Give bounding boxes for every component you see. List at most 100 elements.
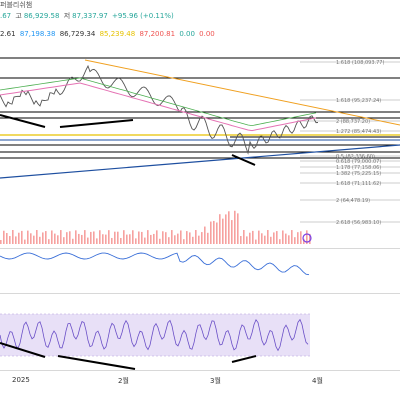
- volume-bar: [3, 230, 5, 244]
- volume-bar: [57, 235, 59, 244]
- volume-bar: [42, 232, 44, 244]
- ma-value-3: 86,729.34: [59, 30, 96, 38]
- volume-bar: [309, 233, 311, 244]
- fib-level-label: 1.618 (108,093.77): [336, 60, 384, 66]
- volume-bar: [15, 236, 17, 244]
- volume-bar: [60, 230, 62, 244]
- volume-bar: [171, 230, 173, 244]
- rsi-band: [0, 314, 310, 356]
- rsi-divergence-line: [0, 342, 46, 358]
- volume-bar: [105, 234, 107, 244]
- volume-bar: [261, 233, 263, 244]
- volume-bar: [33, 235, 35, 244]
- volume-bar: [201, 232, 203, 244]
- moving-average-pink: [0, 82, 317, 132]
- moving-average-green: [0, 77, 317, 127]
- volume-bar: [249, 232, 251, 244]
- fib-level-label: 1.618 (95,237.24): [336, 98, 381, 104]
- volume-bar: [195, 230, 197, 244]
- volume-bar: [111, 237, 113, 244]
- volume-bar: [177, 233, 179, 244]
- divergence-line: [0, 114, 46, 128]
- volume-bar: [288, 235, 290, 244]
- volume-bar: [237, 213, 239, 244]
- ma-value-2: 87,198.38: [19, 30, 56, 38]
- divergence-line: [231, 154, 256, 166]
- volume-bar: [99, 230, 101, 244]
- fib-level-label: 1.178 (77,158.06): [336, 165, 381, 171]
- volume-bar: [192, 236, 194, 244]
- volume-bar: [300, 231, 302, 244]
- volume-bar: [6, 233, 8, 244]
- volume-bar: [282, 230, 284, 244]
- volume-bar: [150, 234, 152, 244]
- volume-bar: [27, 230, 29, 244]
- volume-bar: [294, 237, 296, 244]
- volume-bar: [240, 236, 242, 244]
- volume-bar: [9, 236, 11, 244]
- volume-bar: [303, 238, 305, 244]
- volume-bar: [51, 230, 53, 244]
- volume-bar: [189, 232, 191, 244]
- volume-bar: [45, 231, 47, 244]
- volume-bar: [132, 230, 134, 244]
- pane-divider-axis: [0, 370, 400, 371]
- ma-value-5: 87,200.81: [139, 30, 176, 38]
- change-value: +95.96 (+0.11%): [112, 12, 174, 20]
- volume-bar: [39, 236, 41, 244]
- volume-bar: [144, 237, 146, 244]
- fib-level-label: 0.618 (79,000.07): [336, 159, 381, 165]
- volume-bar: [162, 231, 164, 244]
- volume-bar: [231, 220, 233, 244]
- volume-bar: [219, 214, 221, 244]
- high-value: 86,929.58: [23, 12, 60, 20]
- volume-bar: [108, 230, 110, 244]
- volume-bar: [120, 237, 122, 244]
- oscillator-line: [0, 252, 310, 276]
- low-label: 저: [63, 12, 71, 20]
- volume-bar: [84, 230, 86, 244]
- volume-bar: [123, 230, 125, 244]
- volume-bar: [147, 230, 149, 244]
- volume-bar: [126, 234, 128, 244]
- volume-bar: [63, 237, 65, 244]
- volume-bar: [168, 237, 170, 244]
- volume-bar: [213, 220, 215, 244]
- volume-bar: [267, 230, 269, 244]
- volume-bar: [87, 237, 89, 244]
- volume-bar: [75, 230, 77, 244]
- divergence-line: [59, 119, 134, 128]
- fib-level-label: 2.618 (56,983.10): [336, 220, 381, 226]
- volume-bar: [234, 210, 236, 244]
- volume-bar: [279, 239, 281, 244]
- descending-trendline: [84, 59, 400, 126]
- ma-value-4: 85,239.48: [99, 30, 136, 38]
- volume-bar: [210, 221, 212, 244]
- volume-bar: [246, 236, 248, 244]
- volume-bar: [222, 218, 224, 244]
- x-axis-label-mar: 3월: [210, 377, 221, 385]
- volume-bar: [12, 230, 14, 244]
- volume-bar: [102, 234, 104, 244]
- volume-bar: [285, 233, 287, 244]
- volume-bar: [90, 231, 92, 244]
- ma-value-7: 0.00: [199, 30, 215, 38]
- volume-bar: [129, 234, 131, 244]
- low-value: 87,337.97: [72, 12, 108, 20]
- pane-divider-oscillator: [0, 293, 400, 294]
- volume-bar: [18, 232, 20, 244]
- volume-bar: [96, 238, 98, 244]
- volume-bar: [180, 230, 182, 244]
- volume-bar: [204, 226, 206, 244]
- volume-bar: [255, 239, 257, 244]
- volume-bar: [183, 239, 185, 244]
- volume-bar: [30, 233, 32, 244]
- volume-bar: [276, 231, 278, 244]
- volume-bar: [264, 235, 266, 244]
- fib-level-label: 1.382 (75,225.15): [336, 171, 381, 177]
- volume-bar: [114, 231, 116, 244]
- fib-level-label: 1.618 (71,111.62): [336, 181, 381, 187]
- symbol-header: .67 고 86,929.58 저 87,337.97 +95.96 (+0.11%…: [0, 12, 176, 21]
- volume-bar: [135, 238, 137, 244]
